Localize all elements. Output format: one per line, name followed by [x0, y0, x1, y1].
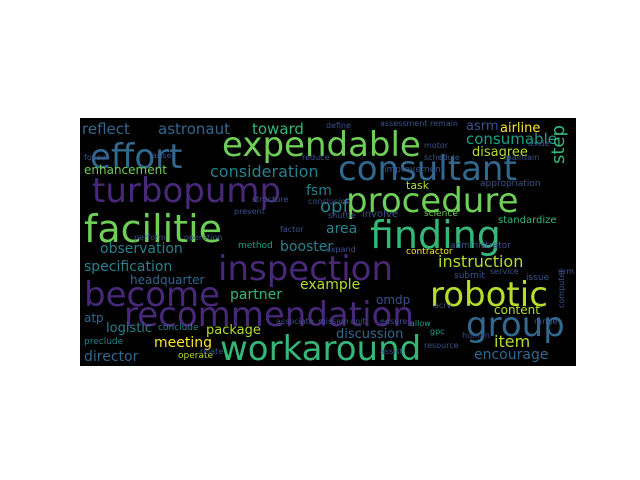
word-astronaut: astronaut [158, 120, 230, 138]
word-workaround: workaround [220, 329, 422, 366]
word-facilitie: facilitie [84, 207, 223, 251]
word-factor: factor [280, 225, 304, 234]
word-issue: issue [526, 273, 550, 283]
word-area: area [326, 221, 358, 237]
word-partner: partner [230, 287, 282, 303]
word-airline: airline [500, 121, 541, 136]
word-turbopump: turbopump [92, 171, 282, 211]
word-science: science [424, 209, 458, 219]
word-operate: operate [178, 351, 214, 361]
word-drm: drm [558, 267, 575, 276]
word-robotic: robotic [430, 275, 548, 315]
word-standardize: standardize [498, 215, 557, 226]
word-disagree: disagree [472, 145, 528, 160]
word-example: example [300, 277, 361, 293]
word-follow: follow [84, 153, 108, 162]
word-relate: relate [200, 347, 224, 356]
word-involve: involve [362, 209, 399, 220]
word-consultant: consultant [338, 149, 517, 189]
word-consideration: consideration [210, 162, 319, 181]
word-group: group [466, 305, 565, 345]
word-submit: submit [454, 271, 485, 281]
word-schedule: schedule [424, 153, 460, 162]
word-reflect: reflect [82, 120, 130, 138]
word-assessment: assessment [380, 119, 428, 128]
word-toward: toward [252, 120, 304, 138]
word-service: service [490, 267, 519, 276]
word-assist: assist [380, 347, 403, 356]
word-arise: arise [152, 151, 172, 160]
word-inspection: inspection [218, 249, 394, 289]
word-package: package [206, 323, 261, 338]
word-logistic: logistic [106, 321, 153, 336]
word-instruction: instruction [438, 252, 524, 271]
word-headquarter: headquarter [130, 273, 205, 287]
word-conclusion: conclusion [308, 197, 351, 206]
word-fsm: fsm [306, 183, 332, 199]
word-meeting: meeting [154, 335, 213, 351]
word-range: range [534, 317, 558, 326]
word-contractor: contractor [406, 247, 453, 257]
word-encourage: encourage [474, 347, 549, 363]
word-asrm: asrm [466, 119, 499, 134]
word-consumable: consumable [466, 130, 557, 148]
word-conclude: conclude [158, 323, 199, 333]
word-define: define [326, 121, 352, 130]
word-prevent: prevent [234, 207, 265, 216]
word-procedure: procedure [346, 181, 519, 221]
word-expand: expand [326, 245, 356, 254]
word-associate: associate [276, 317, 314, 326]
word-discussion: discussion [336, 327, 404, 342]
word-item: item [494, 332, 531, 351]
word-reduce: reduce [302, 153, 330, 162]
word-allow: allow [410, 319, 431, 328]
word-omdp: omdp [376, 293, 411, 307]
word-aside: aside [528, 139, 550, 148]
word-improvement: improvement [384, 165, 445, 175]
word-perform: perform [134, 233, 166, 242]
word-maintain: maintain [504, 153, 540, 162]
word-human: human [462, 331, 490, 340]
word-resource: resource [424, 341, 459, 350]
word-enhancement: enhancement [84, 163, 167, 177]
word-finding: finding [370, 213, 501, 257]
word-gpc: gpc [430, 327, 445, 336]
word-acrv: acrv [434, 301, 452, 310]
word-operation: operation [184, 233, 223, 242]
word-step: step [548, 125, 569, 164]
word-ensure: ensure [380, 317, 408, 326]
word-observation: observation [100, 241, 183, 257]
word-effort: effort [90, 137, 183, 177]
word-recommendation: recommendation [124, 295, 414, 335]
word-specification: specification [84, 259, 173, 275]
word-become: become [84, 275, 221, 315]
word-booster: booster [280, 239, 334, 255]
word-atp: atp [84, 311, 104, 325]
word-structure: structure [252, 195, 289, 204]
word-appropriation: appropriation [480, 179, 541, 189]
word-preclude: preclude [84, 337, 124, 347]
word-administrator: administrator [450, 241, 511, 251]
word-shuttle: shuttle [328, 211, 356, 220]
word-expendable: expendable [222, 125, 421, 165]
word-director: director [84, 349, 139, 365]
word-mission: mission [318, 317, 349, 326]
word-motor: motor [424, 141, 449, 150]
word-content: content [494, 303, 540, 317]
word-method: method [238, 241, 273, 251]
word-unit: unit [350, 317, 366, 326]
word-task: task [406, 179, 430, 192]
word-remain: remain [430, 119, 459, 128]
word-cloud: expendable effort consultant turbopump p… [80, 118, 576, 366]
word-opf: opf [320, 196, 349, 217]
